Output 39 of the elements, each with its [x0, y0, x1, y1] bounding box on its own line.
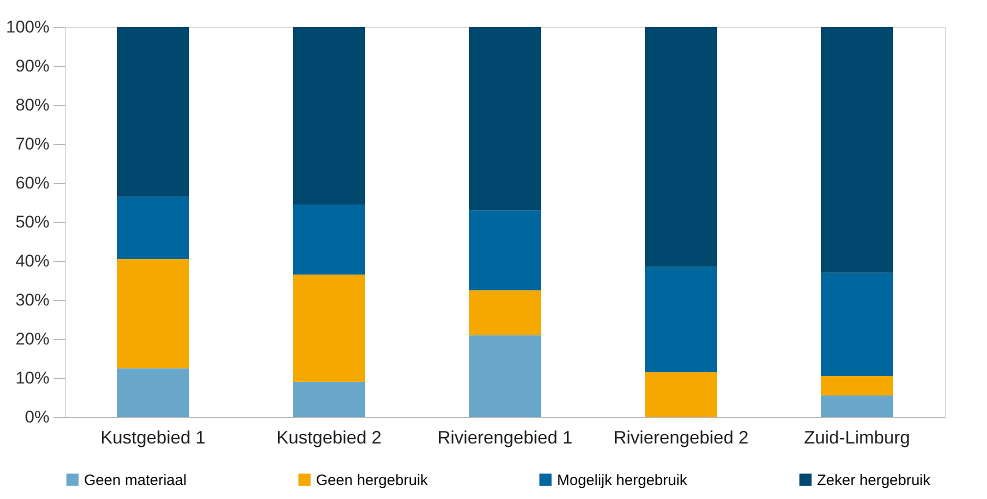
bar — [645, 266, 717, 372]
x-tick-label: Rivierengebied 1 — [437, 428, 573, 448]
y-tick-label: 30% — [15, 290, 50, 310]
y-tick-label: 10% — [15, 368, 50, 388]
bar — [821, 272, 893, 376]
x-tick-label: Kustgebied 2 — [276, 428, 382, 448]
x-tick-label: Rivierengebied 2 — [613, 428, 749, 448]
bar — [117, 196, 189, 260]
x-tick-label: Kustgebied 1 — [100, 428, 206, 448]
y-tick-label: 0% — [24, 408, 50, 426]
y-tick-label: 60% — [15, 174, 50, 192]
y-tick-label: 50% — [15, 212, 50, 232]
bar — [293, 382, 365, 417]
y-tick-label: 40% — [15, 252, 50, 270]
bar — [293, 274, 365, 382]
bar — [645, 27, 717, 267]
bar — [293, 27, 365, 204]
bar — [469, 27, 541, 210]
bar — [117, 27, 189, 197]
legend-label: Geen hergebruik — [316, 472, 428, 489]
y-tick-label: 90% — [15, 56, 50, 76]
bar — [293, 204, 365, 275]
y-tick-label: 80% — [15, 96, 50, 114]
bar — [469, 210, 541, 290]
bar — [117, 259, 189, 368]
legend-label: Mogelijk hergebruik — [557, 472, 688, 489]
bar — [117, 368, 189, 417]
bar — [821, 27, 893, 273]
bar — [821, 376, 893, 396]
bar — [821, 396, 893, 417]
y-tick-label: 70% — [15, 134, 50, 154]
legend-label: Zeker hergebruik — [817, 472, 931, 489]
bar — [469, 335, 541, 417]
y-tick-label: 20% — [15, 330, 50, 348]
y-tick-label: 100% — [6, 18, 50, 36]
bar — [645, 372, 717, 417]
legend-label: Geen materiaal — [84, 472, 187, 489]
x-tick-label: Zuid-Limburg — [804, 428, 910, 448]
bar — [469, 290, 541, 336]
